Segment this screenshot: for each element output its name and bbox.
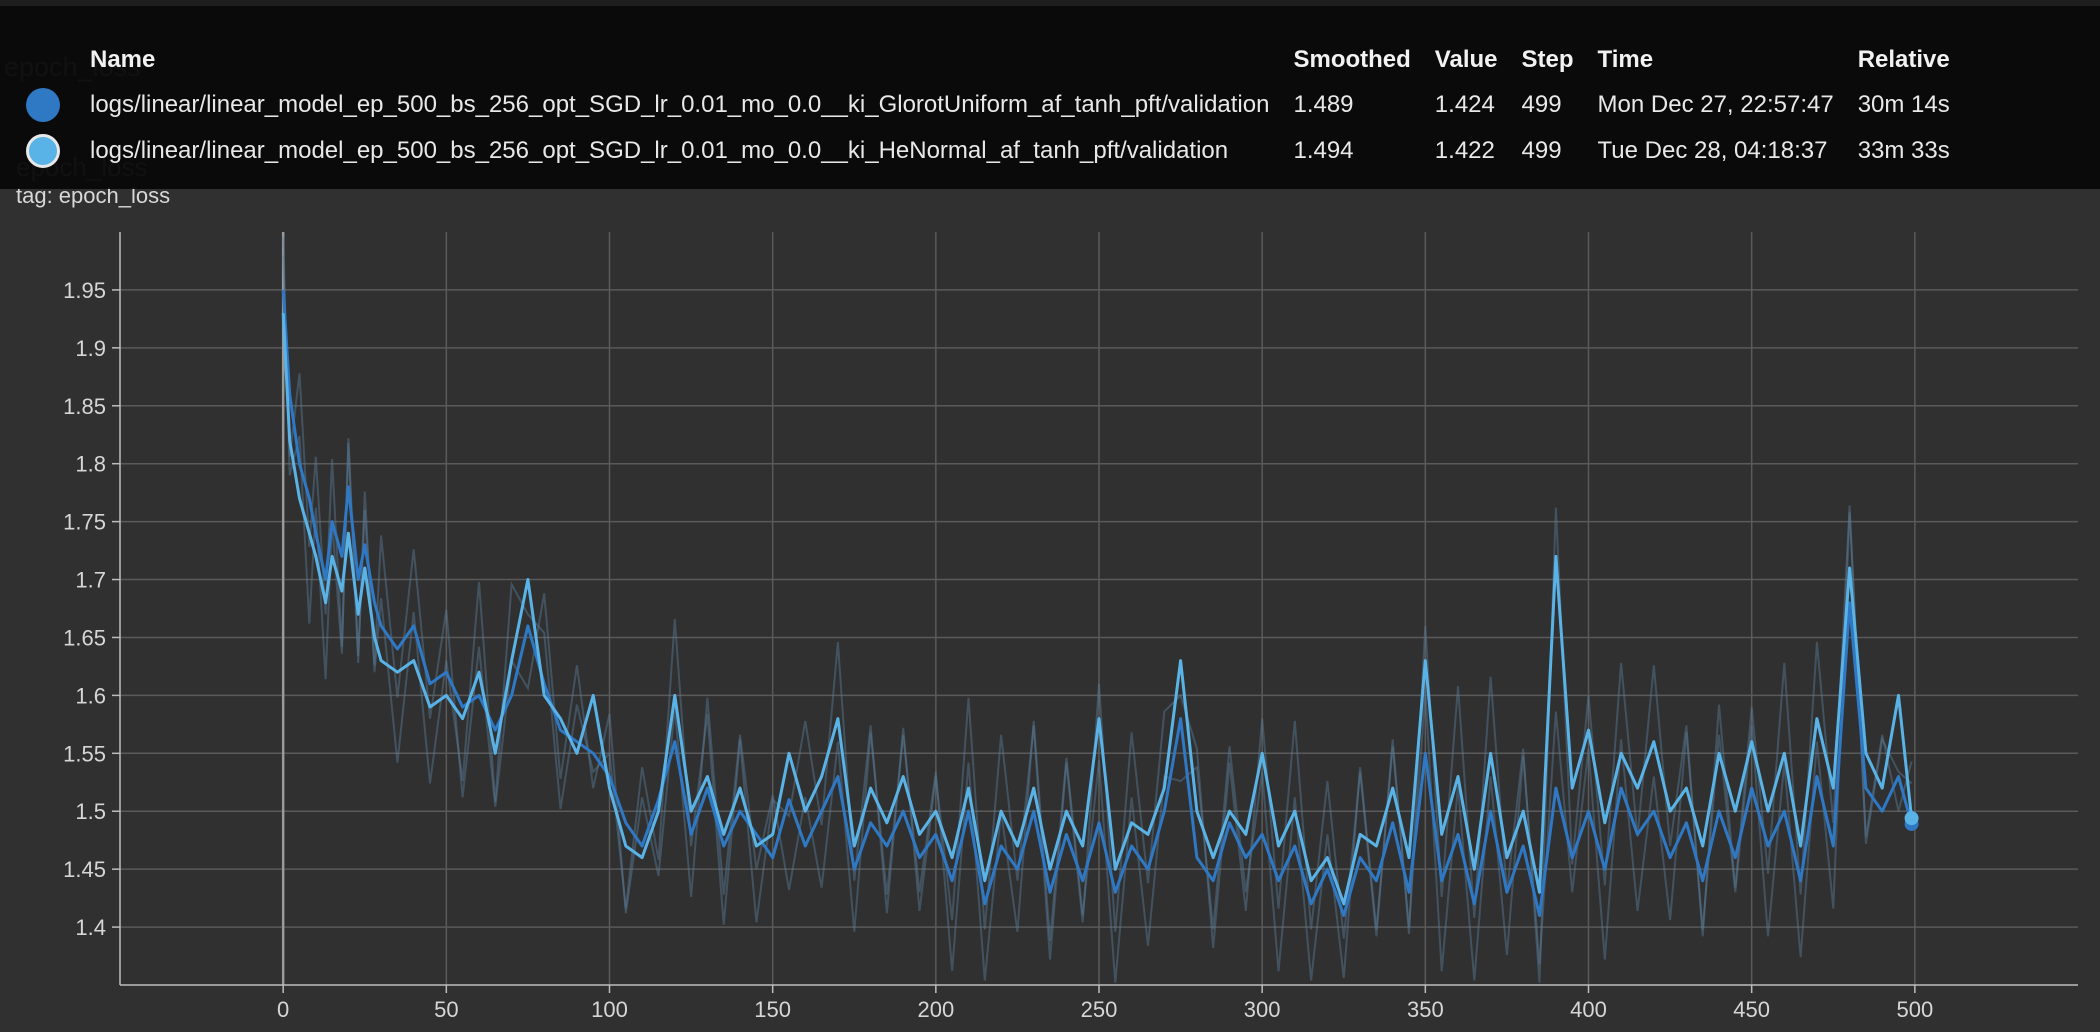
series-line-1 [281, 289, 1914, 917]
y-tick-label: 1.5 [75, 799, 106, 824]
y-tick-label: 1.8 [75, 452, 106, 477]
x-tick-label: 150 [754, 997, 791, 1022]
tooltip-smoothed: 1.489 [1293, 91, 1354, 118]
tooltip-relative: 30m 14s [1857, 91, 1950, 118]
tooltip-header-time: Time [1597, 46, 1654, 73]
tooltip-run-name: logs/linear/linear_model_ep_500_bs_256_o… [90, 91, 1270, 118]
x-tick-label: 400 [1570, 997, 1607, 1022]
x-tick-label: 0 [277, 997, 289, 1022]
tooltip-relative: 33m 33s [1857, 137, 1950, 164]
tooltip-time: Mon Dec 27, 22:57:47 [1597, 91, 1834, 118]
tooltip-run-name: logs/linear/linear_model_ep_500_bs_256_o… [90, 137, 1229, 164]
tooltip-table: Name Smoothed Value Step Time Relative l… [16, 38, 1962, 174]
top-strip [0, 0, 2100, 6]
raw-trace-line [282, 255, 1913, 983]
series-color-dot [26, 134, 60, 168]
y-tick-label: 1.9 [75, 336, 106, 361]
x-tick-label: 300 [1244, 997, 1281, 1022]
y-tick-label: 1.85 [63, 394, 106, 419]
y-tick-label: 1.95 [63, 278, 106, 303]
tooltip-header-value: Value [1434, 46, 1498, 73]
tooltip-time: Tue Dec 28, 04:18:37 [1597, 137, 1828, 164]
x-tick-label: 200 [917, 997, 954, 1022]
x-tick-label: 500 [1896, 997, 1933, 1022]
tooltip-header-smoothed: Smoothed [1293, 46, 1411, 73]
x-tick-label: 350 [1407, 997, 1444, 1022]
hover-tooltip: Name Smoothed Value Step Time Relative l… [0, 6, 2100, 189]
tooltip-header-row: Name Smoothed Value Step Time Relative [16, 38, 1962, 82]
y-tick-label: 1.7 [75, 568, 106, 593]
x-tick-label: 450 [1733, 997, 1770, 1022]
tooltip-header-relative: Relative [1857, 46, 1950, 73]
y-tick-label: 1.65 [63, 625, 106, 650]
tooltip-header-name: Name [90, 46, 156, 73]
y-tick-label: 1.75 [63, 510, 106, 535]
series-line-2 [281, 313, 1914, 906]
tooltip-header-dot [16, 38, 78, 82]
tooltip-header-step: Step [1521, 46, 1574, 73]
tooltip-value: 1.422 [1434, 137, 1495, 164]
x-tick-label: 100 [591, 997, 628, 1022]
series-color-dot [26, 88, 60, 122]
y-tick-label: 1.45 [63, 857, 106, 882]
y-tick-label: 1.4 [75, 915, 106, 940]
tooltip-smoothed: 1.494 [1293, 137, 1354, 164]
y-tick-label: 1.55 [63, 741, 106, 766]
raw-trace-line [282, 236, 1913, 983]
tooltip-step: 499 [1521, 137, 1562, 164]
series-endpoint-2 [1904, 811, 1919, 826]
tooltip-value: 1.424 [1434, 91, 1495, 118]
y-tick-label: 1.6 [75, 683, 106, 708]
tooltip-row: logs/linear/linear_model_ep_500_bs_256_o… [16, 128, 1962, 174]
tooltip-step: 499 [1521, 91, 1562, 118]
tooltip-row: logs/linear/linear_model_ep_500_bs_256_o… [16, 82, 1962, 128]
x-tick-label: 50 [434, 997, 458, 1022]
x-tick-label: 250 [1081, 997, 1118, 1022]
